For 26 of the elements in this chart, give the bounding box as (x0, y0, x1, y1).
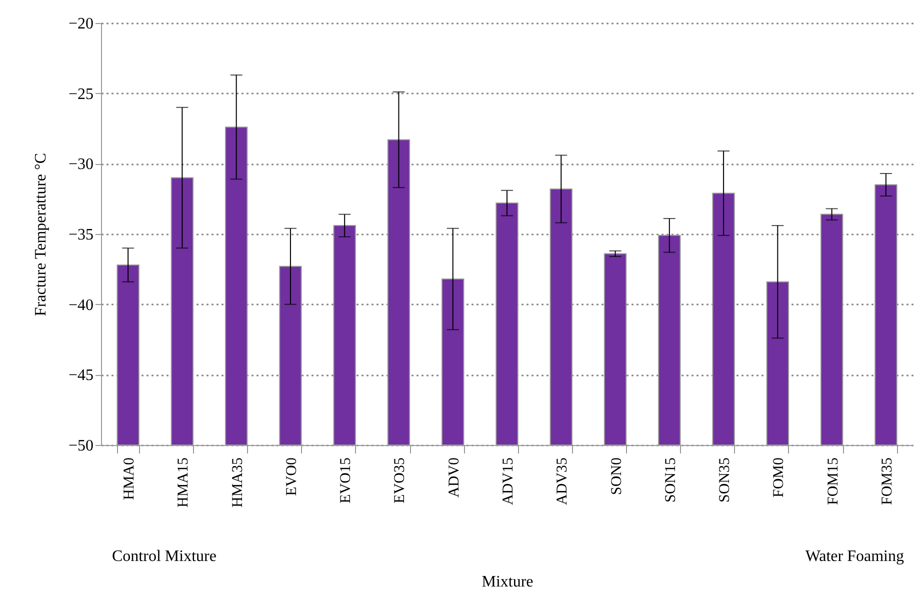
x-tick-label: HMA15 (176, 458, 192, 508)
text: Water Foaming (805, 548, 904, 566)
text: Control Mixture (112, 548, 216, 566)
y-tick-label: −20 (68, 16, 94, 32)
x-tick-label: ADV0 (446, 458, 462, 498)
x-axis-title: Mixture (482, 574, 534, 590)
y-axis-title: Fracture Temperatture °C (32, 152, 50, 316)
x-tick-label: EVO35 (392, 458, 408, 504)
x-tick-label: ADV35 (554, 458, 571, 505)
x-tick-label: HMA0 (122, 458, 138, 500)
x-tick-label: EVO15 (338, 458, 354, 504)
y-tick-label: −40 (68, 296, 94, 314)
x-tick-label: ADV15 (500, 458, 516, 505)
y-tick-label: −30 (68, 156, 94, 174)
y-tick-label: −25 (68, 86, 94, 103)
x-tick-label: FOM15 (825, 458, 842, 506)
x-tick-label: SON0 (608, 458, 625, 496)
y-tick-label: −35 (68, 226, 94, 244)
x-tick-label: FOM35 (879, 458, 896, 506)
x-tick-label: HMA35 (230, 458, 246, 508)
x-tick-label: EVO0 (284, 458, 300, 496)
x-tick-label: FOM0 (771, 458, 788, 498)
y-tick-label: −45 (68, 367, 94, 384)
x-tick-label: SON35 (717, 458, 734, 503)
x-tick-label: SON15 (662, 458, 679, 503)
y-tick-label: −50 (68, 438, 94, 454)
